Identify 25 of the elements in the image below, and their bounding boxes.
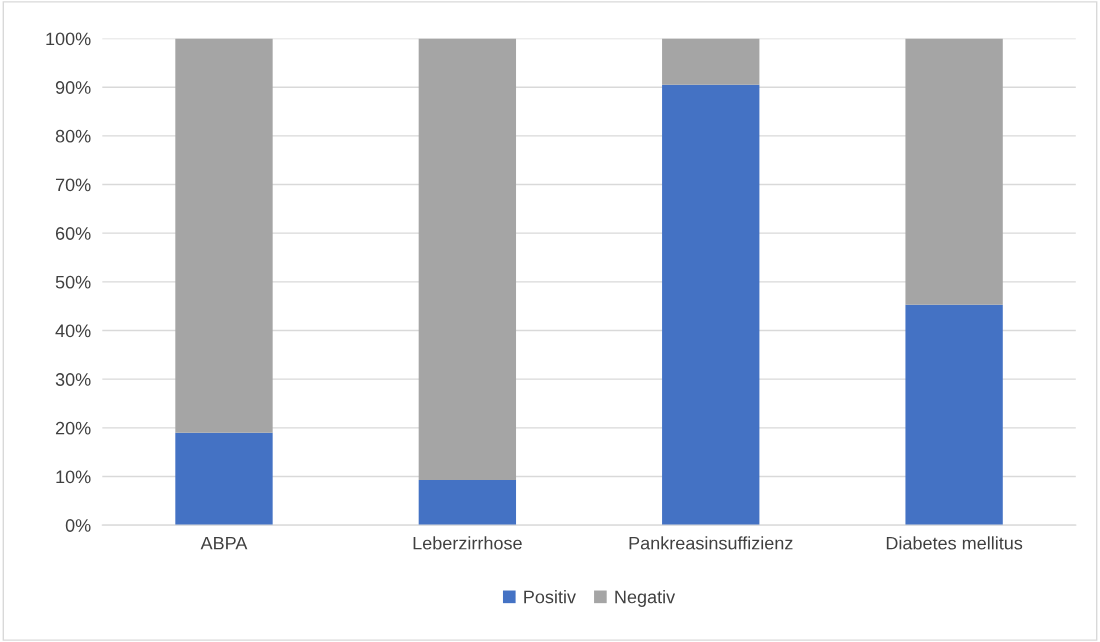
x-tick-label: Leberzirrhose	[413, 536, 522, 550]
bar	[905, 304, 1003, 526]
bar	[418, 38, 517, 480]
y-tick-label: 80%	[55, 129, 91, 143]
bar	[175, 38, 273, 433]
legend-label: Positiv	[524, 590, 576, 604]
legend-label: Negativ	[615, 590, 676, 607]
y-tick-label: 10%	[56, 470, 91, 484]
y-tick-label: 30%	[55, 373, 91, 386]
bar	[175, 432, 273, 526]
x-tick-label: ABPA	[200, 536, 248, 550]
y-tick-label: 60%	[55, 227, 91, 240]
bar	[662, 84, 760, 526]
y-tick-label: 70%	[55, 178, 91, 192]
y-tick-label: 0%	[65, 519, 91, 532]
bar	[418, 479, 517, 526]
y-tick-label: 20%	[55, 421, 91, 435]
x-tick-label: Diabetes mellitus	[886, 536, 1023, 550]
x-tick-label: Pankreasinsuffizienz	[629, 536, 793, 550]
bar	[662, 38, 760, 85]
y-tick-label: 50%	[55, 275, 91, 289]
bar	[905, 38, 1003, 305]
y-tick-label: 90%	[55, 81, 91, 94]
y-tick-label: 100%	[46, 32, 91, 46]
y-tick-label: 40%	[55, 324, 91, 338]
